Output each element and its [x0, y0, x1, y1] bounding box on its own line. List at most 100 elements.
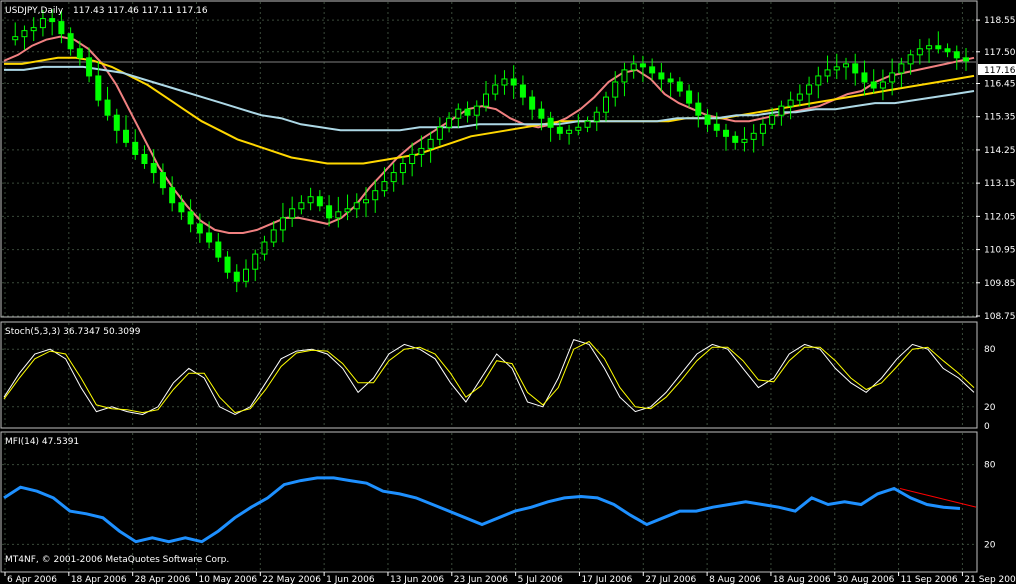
price-tick-label: 113.15: [984, 179, 1016, 189]
candle-body: [86, 57, 93, 77]
candle-body: [261, 241, 268, 255]
candle-body: [963, 57, 969, 62]
candle-body: [372, 190, 379, 201]
candle-body: [76, 48, 83, 59]
moving-average-line: [4, 56, 975, 165]
price-tick-label: 117.50: [984, 48, 1016, 58]
candle-body: [455, 108, 462, 119]
candle-body: [335, 211, 342, 219]
candle-body: [658, 72, 665, 80]
candle-body: [409, 153, 416, 165]
candle-body: [298, 202, 305, 210]
candle-body: [150, 163, 157, 174]
mfi-tick-label: 80: [984, 461, 996, 471]
price-tick-label: 110.95: [984, 246, 1016, 256]
candle-body: [427, 138, 434, 149]
candle-body: [289, 208, 296, 219]
candle-body: [104, 99, 111, 116]
price-tick-label: 118.55: [984, 16, 1016, 26]
stochastic-line: [3, 340, 975, 414]
price-tick-label: 112.05: [984, 212, 1016, 222]
candle-body: [796, 93, 803, 101]
candle-body: [95, 75, 102, 101]
candle-body: [529, 96, 536, 110]
candle-body: [935, 45, 942, 50]
time-tick-label: 10 May 2006: [198, 575, 257, 584]
candle-body: [750, 132, 757, 140]
candle-body: [861, 72, 868, 83]
stochastic-grid: [2, 323, 976, 427]
candle-body: [815, 75, 822, 86]
mfi-panel[interactable]: MFI(14) 47.5391 MT4NF, © 2001-2006 MetaQ…: [0, 431, 996, 573]
candle-body: [630, 63, 637, 71]
candle-body: [492, 84, 499, 95]
candle-body: [159, 172, 166, 189]
time-tick-label: 6 Apr 2006: [7, 575, 57, 584]
candle-body: [741, 138, 748, 143]
mfi-lines: [3, 476, 977, 544]
candle-body: [141, 153, 148, 165]
candle-body: [30, 27, 37, 32]
mfi-line: [3, 476, 961, 544]
candle-body: [418, 147, 425, 155]
mfi-tick-label: 20: [984, 540, 996, 550]
price-tick-label: 109.85: [984, 279, 1016, 289]
candle-body: [233, 271, 240, 282]
stochastic-panel[interactable]: Stoch(5,3,3) 36.7347 50.3099 80 20 0: [0, 321, 996, 432]
candle-body: [353, 202, 360, 210]
time-tick-label: 22 May 2006: [262, 575, 321, 584]
candle-body: [603, 96, 609, 113]
candle-body: [381, 181, 388, 192]
candle-body: [907, 54, 914, 65]
candle-body: [12, 36, 19, 41]
candle-body: [49, 18, 56, 23]
candle-body: [612, 81, 619, 98]
candle-body: [206, 232, 213, 243]
time-tick-label: 30 Aug 2006: [837, 575, 895, 584]
candle-body: [870, 81, 877, 89]
time-tick-label: 18 Aug 2006: [773, 575, 831, 584]
time-tick-label: 11 Sep 2006: [901, 575, 958, 584]
mfi-axis: 80 20: [984, 461, 996, 551]
candle-body: [224, 256, 231, 273]
stochastic-tick-label: 0: [984, 422, 990, 432]
symbol-label: USDJPY,Daily: [5, 6, 64, 16]
price-panel[interactable]: USDJPY,Daily 117.43 117.46 117.11 117.16…: [0, 0, 1016, 322]
candle-body: [852, 63, 859, 74]
candle-body: [926, 45, 933, 50]
candle-body: [113, 114, 120, 131]
price-grid: [2, 2, 976, 317]
candle-body: [436, 126, 443, 140]
moving-average-line: [4, 65, 975, 132]
candle-body: [621, 69, 628, 83]
candle-body: [732, 135, 739, 143]
candle-body: [344, 208, 351, 213]
time-axis: 6 Apr 2006 18 Apr 2006 28 Apr 2006 10 May 2…: [4, 572, 1016, 584]
candle-body: [889, 72, 896, 83]
candle-body: [787, 99, 794, 107]
candle-body: [187, 211, 194, 225]
time-tick-label: 28 Apr 2006: [135, 575, 191, 584]
candle-body: [547, 117, 554, 128]
candle-body: [538, 108, 545, 119]
candle-body: [473, 105, 480, 116]
copyright-label: MT4NF, © 2001-2006 MetaQuotes Software C…: [5, 555, 229, 565]
candle-body: [169, 187, 176, 204]
time-tick-label: 23 Jun 2006: [454, 575, 508, 584]
candle-body: [566, 129, 573, 134]
stochastic-title: Stoch(5,3,3) 36.7347 50.3099: [5, 327, 141, 337]
time-tick-label: 27 Jul 2006: [645, 575, 696, 584]
candle-body: [704, 114, 711, 125]
candle-body: [243, 268, 249, 282]
candle-body: [593, 111, 600, 122]
candle-body: [483, 93, 489, 107]
candle-body: [824, 69, 831, 77]
stochastic-tick-label: 20: [984, 403, 996, 413]
candle-body: [501, 78, 508, 86]
candle-body: [723, 129, 729, 137]
time-tick-label: 1 Jun 2006: [326, 575, 375, 584]
time-tick-label: 13 Jun 2006: [390, 575, 444, 584]
candles: [12, 9, 969, 293]
candle-body: [778, 105, 785, 116]
